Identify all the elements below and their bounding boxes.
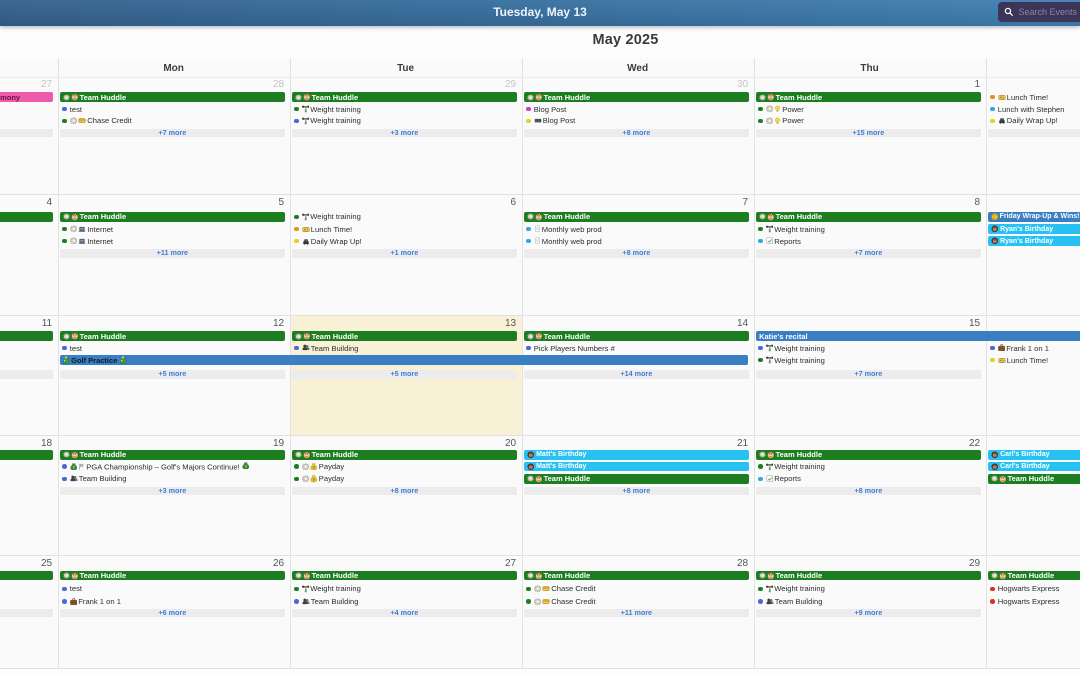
svg-text:$: $ — [313, 465, 315, 469]
svg-text:$: $ — [245, 464, 247, 468]
svg-text:$: $ — [73, 465, 75, 469]
svg-text:$: $ — [313, 478, 315, 482]
